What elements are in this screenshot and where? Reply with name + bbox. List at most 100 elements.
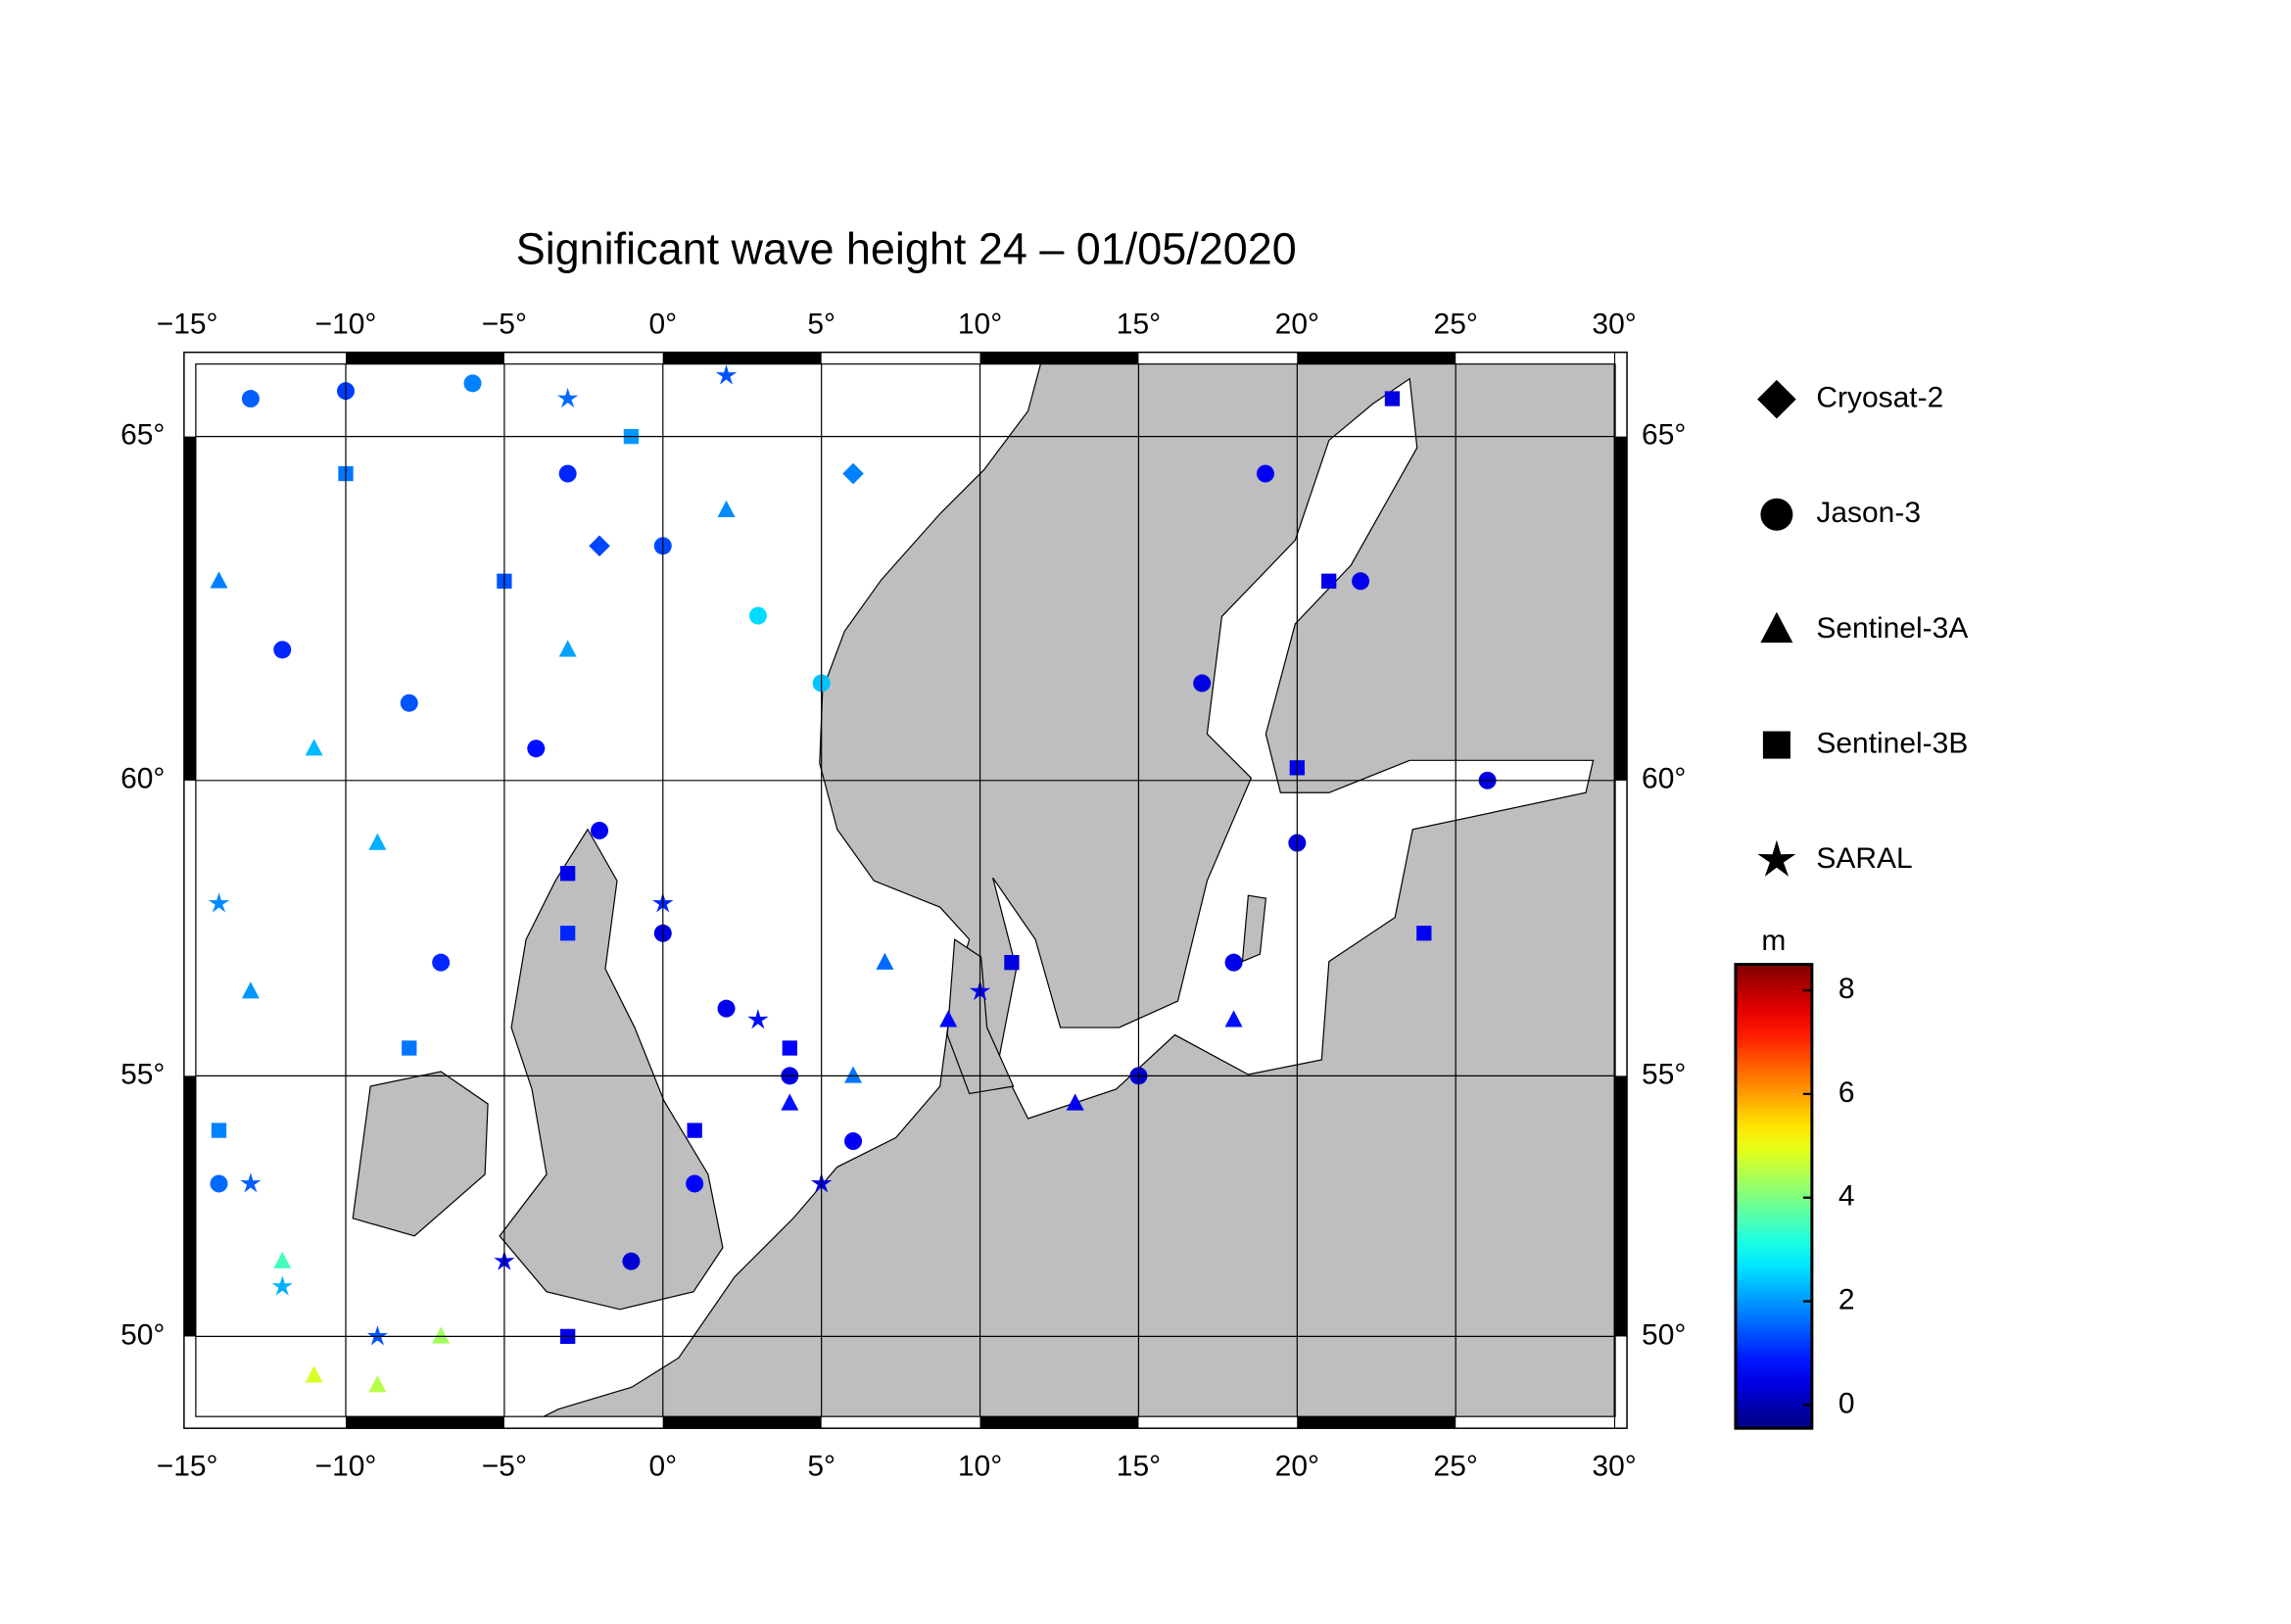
frame-band	[662, 1416, 822, 1429]
y-tick-label: 60°	[1642, 763, 1686, 795]
frame-band	[1615, 436, 1628, 781]
observation-triangle	[432, 1326, 451, 1344]
observation-circle	[400, 693, 418, 712]
observation-star	[715, 364, 738, 385]
legend-symbol	[1760, 498, 1793, 531]
observation-triangle	[1224, 1010, 1243, 1027]
observation-diamond	[842, 462, 864, 485]
y-tick-label: 50°	[1642, 1318, 1686, 1351]
y-tick-label: 65°	[1642, 419, 1686, 452]
x-tick-label: 20°	[1275, 309, 1319, 341]
observation-star	[747, 1009, 769, 1029]
observation-square	[1321, 573, 1337, 589]
frame-band	[183, 352, 196, 437]
legend-symbol	[1760, 611, 1793, 644]
observation-circle	[210, 1174, 228, 1193]
frame-band	[1615, 780, 1628, 1076]
observation-triangle	[368, 1375, 387, 1393]
colorbar-fill	[1734, 963, 1814, 1430]
observation-square	[211, 1122, 227, 1138]
observation-triangle	[273, 1251, 292, 1268]
observation-star	[366, 1325, 389, 1346]
frame-band	[1456, 352, 1615, 364]
x-tick-label: 5°	[807, 1451, 835, 1483]
frame-band	[1297, 1416, 1456, 1429]
x-tick-label: −15°	[157, 309, 218, 341]
observation-circle	[748, 606, 767, 625]
observation-circle	[527, 740, 546, 758]
frame-band	[1615, 1075, 1628, 1337]
frame-band	[979, 1416, 1139, 1429]
observation-square	[782, 1040, 797, 1056]
observation-triangle	[368, 833, 387, 850]
observation-circle	[273, 641, 292, 659]
frame-band	[503, 352, 663, 364]
observation-circle	[1193, 674, 1212, 693]
legend-label: Jason-3	[1816, 497, 1921, 529]
frame-band	[183, 1075, 196, 1337]
frame-band	[346, 352, 504, 364]
observation-circle	[241, 390, 260, 408]
legend-symbol	[1757, 379, 1796, 419]
y-tick-label: 65°	[120, 419, 165, 452]
frame-band	[1138, 1416, 1298, 1429]
legend-label: Sentinel-3A	[1816, 612, 1968, 645]
observation-triangle	[939, 1010, 958, 1027]
frame-band	[1297, 352, 1456, 364]
observation-square	[560, 866, 576, 882]
observation-square	[402, 1040, 417, 1056]
observation-circle	[622, 1252, 641, 1270]
observation-square	[560, 926, 576, 941]
y-tick-label: 50°	[120, 1318, 165, 1351]
colorbar: m 0 2 4 6 8	[1734, 925, 1855, 1430]
frame-band	[662, 352, 822, 364]
observation-circle	[1352, 572, 1370, 591]
observation-star	[208, 892, 230, 913]
observation-circle	[591, 821, 609, 839]
observations	[208, 364, 1497, 1393]
colorbar-tick-label: 2	[1838, 1283, 1855, 1315]
land-ireland	[352, 1071, 489, 1237]
x-tick-label: −5°	[482, 309, 527, 341]
observation-triangle	[876, 952, 894, 970]
observation-square	[687, 1122, 702, 1138]
colorbar-tick-label: 6	[1838, 1076, 1855, 1109]
legend-symbol	[1762, 731, 1790, 759]
observation-triangle	[241, 981, 260, 999]
x-tick-label: 0°	[648, 309, 677, 341]
colorbar-tick-label: 0	[1838, 1387, 1855, 1419]
x-tick-label: −5°	[482, 1451, 527, 1483]
legend-label: Cryosat-2	[1816, 382, 1943, 414]
observation-circle	[463, 374, 482, 393]
frame-band	[183, 436, 196, 781]
x-tick-label: 25°	[1434, 1451, 1478, 1483]
x-tick-label: −15°	[157, 1451, 218, 1483]
frame-band	[1615, 352, 1628, 437]
x-tick-label: 10°	[958, 309, 1002, 341]
observation-circle	[558, 464, 577, 483]
x-tick-label: 30°	[1592, 309, 1636, 341]
frame-band	[183, 1336, 196, 1429]
frame	[183, 351, 1628, 1429]
observation-triangle	[305, 1365, 323, 1383]
frame-band	[1456, 1416, 1615, 1429]
observation-circle	[686, 1174, 704, 1193]
colorbar-tick-label: 8	[1838, 973, 1855, 1005]
x-tick-label: 15°	[1117, 1451, 1161, 1483]
x-tick-label: −10°	[315, 309, 377, 341]
sea-baltic	[992, 377, 1595, 1120]
observation-triangle	[558, 640, 577, 657]
observation-circle	[717, 999, 736, 1018]
x-tick-label: 30°	[1592, 1451, 1636, 1483]
frame-band	[503, 1416, 663, 1429]
observation-square	[1384, 391, 1401, 406]
observation-circle	[1256, 464, 1274, 483]
y-tick-label: 60°	[120, 763, 165, 795]
x-tick-label: 25°	[1434, 309, 1478, 341]
frame-band	[1138, 352, 1298, 364]
land-great-britain	[499, 828, 724, 1311]
observation-square	[1416, 926, 1432, 941]
observation-circle	[432, 953, 451, 972]
observation-triangle	[210, 571, 228, 589]
